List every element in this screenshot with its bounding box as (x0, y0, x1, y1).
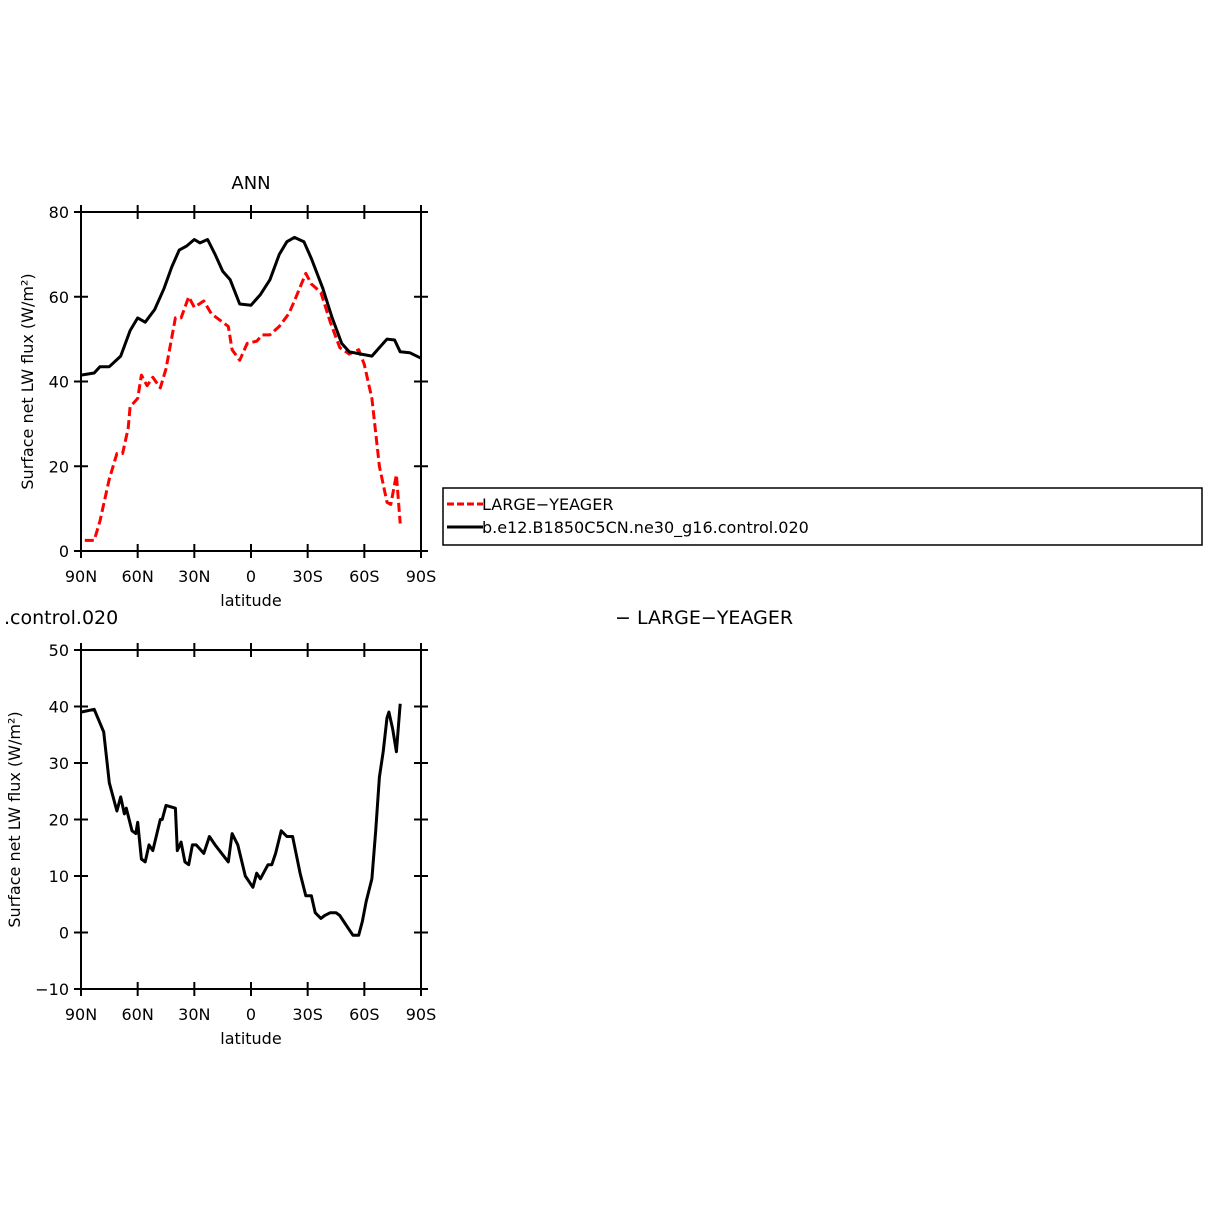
y-tick-label: 80 (49, 203, 69, 222)
x-axis-label: latitude (220, 591, 281, 610)
x-tick-label: 30S (292, 567, 323, 586)
plot-frame (80, 211, 422, 552)
x-axis-label: latitude (220, 1029, 281, 1048)
y-tick-label: 30 (49, 754, 69, 773)
x-tick-label: 30N (178, 567, 210, 586)
x-tick-label: 0 (246, 1005, 256, 1024)
x-tick-label: 30N (178, 1005, 210, 1024)
y-tick-label: 20 (49, 457, 69, 476)
legend-label: LARGE−YEAGER (482, 495, 613, 514)
x-tick-label: 30S (292, 1005, 323, 1024)
y-tick-label: −10 (35, 980, 69, 999)
x-tick-label: 90S (406, 567, 437, 586)
plot-frame (80, 649, 422, 990)
legend-label: b.e12.B1850C5CN.ne30_g16.control.020 (482, 518, 809, 538)
annotation: .control.020 (4, 607, 118, 629)
legend-box (442, 487, 1203, 546)
x-tick-label: 60S (349, 1005, 380, 1024)
y-tick-label: 40 (49, 373, 69, 392)
data-line (80, 703, 402, 937)
data-line (84, 271, 402, 542)
y-tick-label: 20 (49, 811, 69, 830)
x-tick-label: 0 (246, 567, 256, 586)
x-tick-label: 90S (406, 1005, 437, 1024)
data-line (80, 235, 422, 377)
y-axis-label: Surface net LW flux (W/m²) (5, 711, 24, 927)
x-tick-label: 90N (65, 1005, 97, 1024)
y-tick-label: 40 (49, 698, 69, 717)
y-tick-label: 0 (59, 924, 69, 943)
y-tick-label: 0 (59, 542, 69, 561)
y-tick-label: 50 (49, 641, 69, 660)
y-tick-label: 60 (49, 288, 69, 307)
chart-title: ANN (231, 173, 270, 194)
y-axis-label: Surface net LW flux (W/m²) (18, 273, 37, 489)
x-tick-label: 90N (65, 567, 97, 586)
x-tick-label: 60N (122, 1005, 154, 1024)
x-tick-label: 60N (122, 567, 154, 586)
x-tick-label: 60S (349, 567, 380, 586)
y-tick-label: 10 (49, 867, 69, 886)
annotation: − LARGE−YEAGER (615, 607, 793, 629)
